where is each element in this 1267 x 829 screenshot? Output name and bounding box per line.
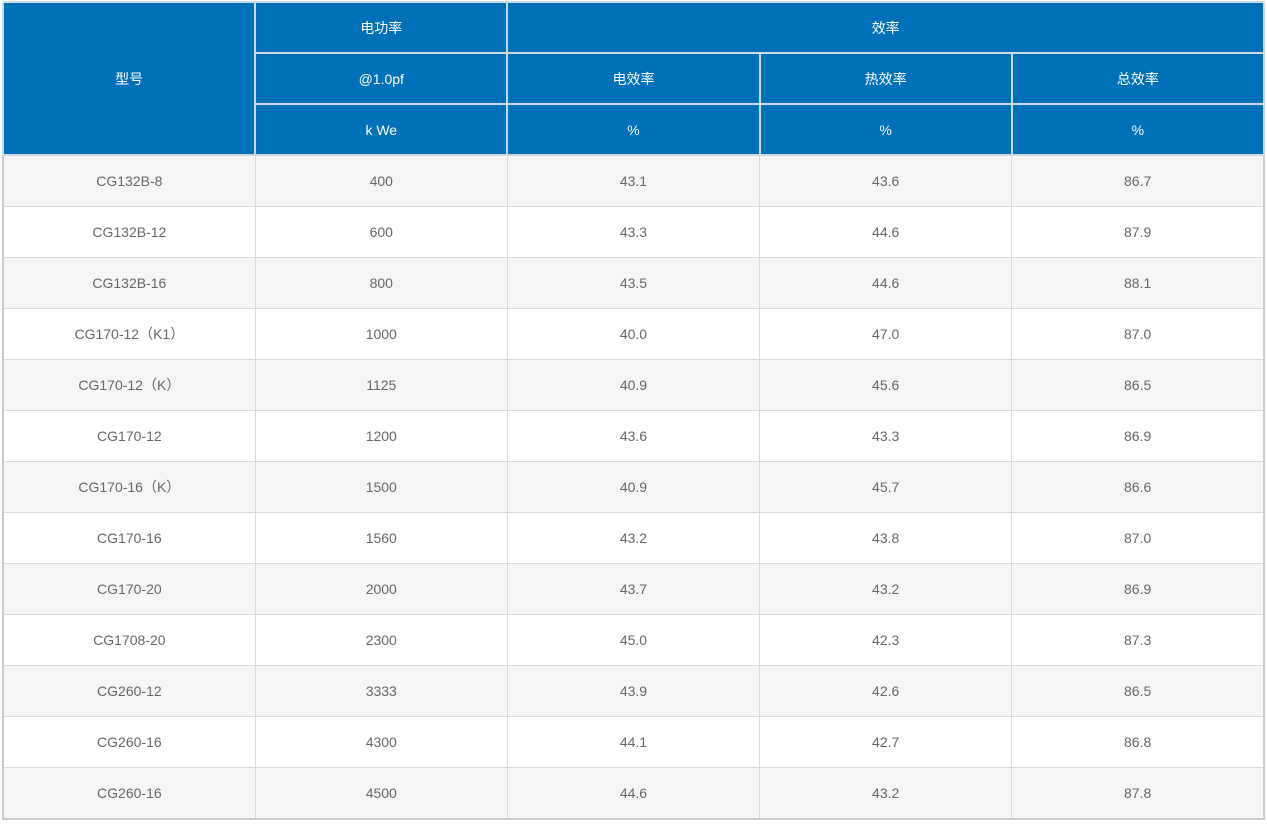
model-cell: CG1708-20 xyxy=(2,614,256,666)
thermal-efficiency-cell: 42.3 xyxy=(759,614,1013,666)
model-cell: CG260-16 xyxy=(2,767,256,820)
electrical-efficiency-cell: 40.0 xyxy=(506,308,761,360)
total-efficiency-cell: 87.0 xyxy=(1011,308,1265,360)
model-cell: CG132B-8 xyxy=(2,154,256,207)
header-unit-percent-thermal: % xyxy=(758,103,1013,156)
table-body: CG132B-8 400 43.1 43.6 86.7 CG132B-12 600 43.3 4… xyxy=(2,154,1265,820)
table-row: CG132B-8 400 43.1 43.6 86.7 xyxy=(2,154,1265,207)
table-row: CG170-16 1560 43.2 43.8 87.0 xyxy=(2,512,1265,564)
header-electric-power: 电功率 xyxy=(254,1,509,54)
electrical-efficiency-cell: 45.0 xyxy=(506,614,761,666)
total-efficiency-cell: 86.9 xyxy=(1011,410,1265,462)
table-row: CG170-12 1200 43.6 43.3 86.9 xyxy=(2,410,1265,462)
model-cell: CG132B-16 xyxy=(2,257,256,309)
header-unit-percent-total: % xyxy=(1010,103,1266,156)
electrical-efficiency-cell: 40.9 xyxy=(506,461,761,513)
model-cell: CG260-16 xyxy=(2,716,256,768)
electrical-efficiency-cell: 43.5 xyxy=(506,257,761,309)
electric-power-cell: 1000 xyxy=(254,308,508,360)
model-cell: CG170-12（K1） xyxy=(2,308,256,360)
table-row: CG170-12（K） 1125 40.9 45.6 86.5 xyxy=(2,359,1265,411)
total-efficiency-cell: 86.9 xyxy=(1011,563,1265,615)
total-efficiency-cell: 87.9 xyxy=(1011,206,1265,258)
total-efficiency-cell: 86.6 xyxy=(1011,461,1265,513)
thermal-efficiency-cell: 43.3 xyxy=(759,410,1013,462)
thermal-efficiency-cell: 42.7 xyxy=(759,716,1013,768)
header-unit-kwe: k We xyxy=(254,103,509,156)
thermal-efficiency-cell: 45.7 xyxy=(759,461,1013,513)
table-row: CG132B-12 600 43.3 44.6 87.9 xyxy=(2,206,1265,258)
model-cell: CG170-16（K） xyxy=(2,461,256,513)
header-row-2: @1.0pf 电效率 热效率 总效率 xyxy=(3,52,1266,105)
electric-power-cell: 400 xyxy=(254,154,508,207)
header-row-3: k We % % % xyxy=(3,103,1266,156)
thermal-efficiency-cell: 43.6 xyxy=(759,154,1013,207)
table-row: CG260-12 3333 43.9 42.6 86.5 xyxy=(2,665,1265,717)
electric-power-cell: 1500 xyxy=(254,461,508,513)
thermal-efficiency-cell: 45.6 xyxy=(759,359,1013,411)
electric-power-cell: 3333 xyxy=(254,665,508,717)
electrical-efficiency-cell: 43.2 xyxy=(506,512,761,564)
total-efficiency-cell: 86.8 xyxy=(1011,716,1265,768)
electric-power-cell: 1125 xyxy=(254,359,508,411)
thermal-efficiency-cell: 47.0 xyxy=(759,308,1013,360)
model-cell: CG260-12 xyxy=(2,665,256,717)
electric-power-cell: 4500 xyxy=(254,767,508,820)
total-efficiency-cell: 86.5 xyxy=(1011,665,1265,717)
electrical-efficiency-cell: 43.9 xyxy=(506,665,761,717)
table-row: CG170-20 2000 43.7 43.2 86.9 xyxy=(2,563,1265,615)
thermal-efficiency-cell: 42.6 xyxy=(759,665,1013,717)
header-thermal-efficiency: 热效率 xyxy=(758,52,1013,105)
electric-power-cell: 600 xyxy=(254,206,508,258)
electrical-efficiency-cell: 43.7 xyxy=(506,563,761,615)
table-row: CG170-12（K1） 1000 40.0 47.0 87.0 xyxy=(2,308,1265,360)
electric-power-cell: 2300 xyxy=(254,614,508,666)
header-row-1: 型号 电功率 效率 xyxy=(1,1,1265,156)
thermal-efficiency-cell: 44.6 xyxy=(759,206,1013,258)
model-cell: CG170-20 xyxy=(2,563,256,615)
table-row: CG170-16（K） 1500 40.9 45.7 86.6 xyxy=(2,461,1265,513)
electric-power-cell: 2000 xyxy=(254,563,508,615)
total-efficiency-cell: 87.8 xyxy=(1011,767,1265,820)
electric-power-cell: 1560 xyxy=(254,512,508,564)
total-efficiency-cell: 87.0 xyxy=(1011,512,1265,564)
thermal-efficiency-cell: 43.8 xyxy=(759,512,1013,564)
thermal-efficiency-cell: 43.2 xyxy=(759,563,1013,615)
model-cell: CG170-12（K） xyxy=(2,359,256,411)
total-efficiency-cell: 86.5 xyxy=(1011,359,1265,411)
table-row: CG1708-20 2300 45.0 42.3 87.3 xyxy=(2,614,1265,666)
table-row: CG260-16 4500 44.6 43.2 87.8 xyxy=(2,767,1265,820)
model-cell: CG170-12 xyxy=(2,410,256,462)
table-row: CG132B-16 800 43.5 44.6 88.1 xyxy=(2,257,1265,309)
electrical-efficiency-cell: 40.9 xyxy=(506,359,761,411)
total-efficiency-cell: 87.3 xyxy=(1011,614,1265,666)
header-unit-percent-electrical: % xyxy=(506,103,761,156)
electrical-efficiency-cell: 44.1 xyxy=(506,716,761,768)
electrical-efficiency-cell: 43.3 xyxy=(506,206,761,258)
electrical-efficiency-cell: 43.6 xyxy=(506,410,761,462)
thermal-efficiency-cell: 44.6 xyxy=(759,257,1013,309)
model-cell: CG132B-12 xyxy=(2,206,256,258)
electric-power-cell: 4300 xyxy=(254,716,508,768)
header-model: 型号 xyxy=(1,1,257,156)
electrical-efficiency-cell: 43.1 xyxy=(506,154,761,207)
table-row: CG260-16 4300 44.1 42.7 86.8 xyxy=(2,716,1265,768)
header-efficiency: 效率 xyxy=(506,1,1265,54)
thermal-efficiency-cell: 43.2 xyxy=(759,767,1013,820)
header-electrical-efficiency: 电效率 xyxy=(506,52,761,105)
electric-power-cell: 800 xyxy=(254,257,508,309)
electric-power-cell: 1200 xyxy=(254,410,508,462)
total-efficiency-cell: 86.7 xyxy=(1011,154,1265,207)
total-efficiency-cell: 88.1 xyxy=(1011,257,1265,309)
header-power-factor: @1.0pf xyxy=(254,52,509,105)
electrical-efficiency-cell: 44.6 xyxy=(506,767,761,820)
header-total-efficiency: 总效率 xyxy=(1010,52,1266,105)
table-header: 型号 电功率 效率 @1.0pf 电效率 热效率 总效率 k We % % % xyxy=(1,1,1266,156)
model-cell: CG170-16 xyxy=(2,512,256,564)
